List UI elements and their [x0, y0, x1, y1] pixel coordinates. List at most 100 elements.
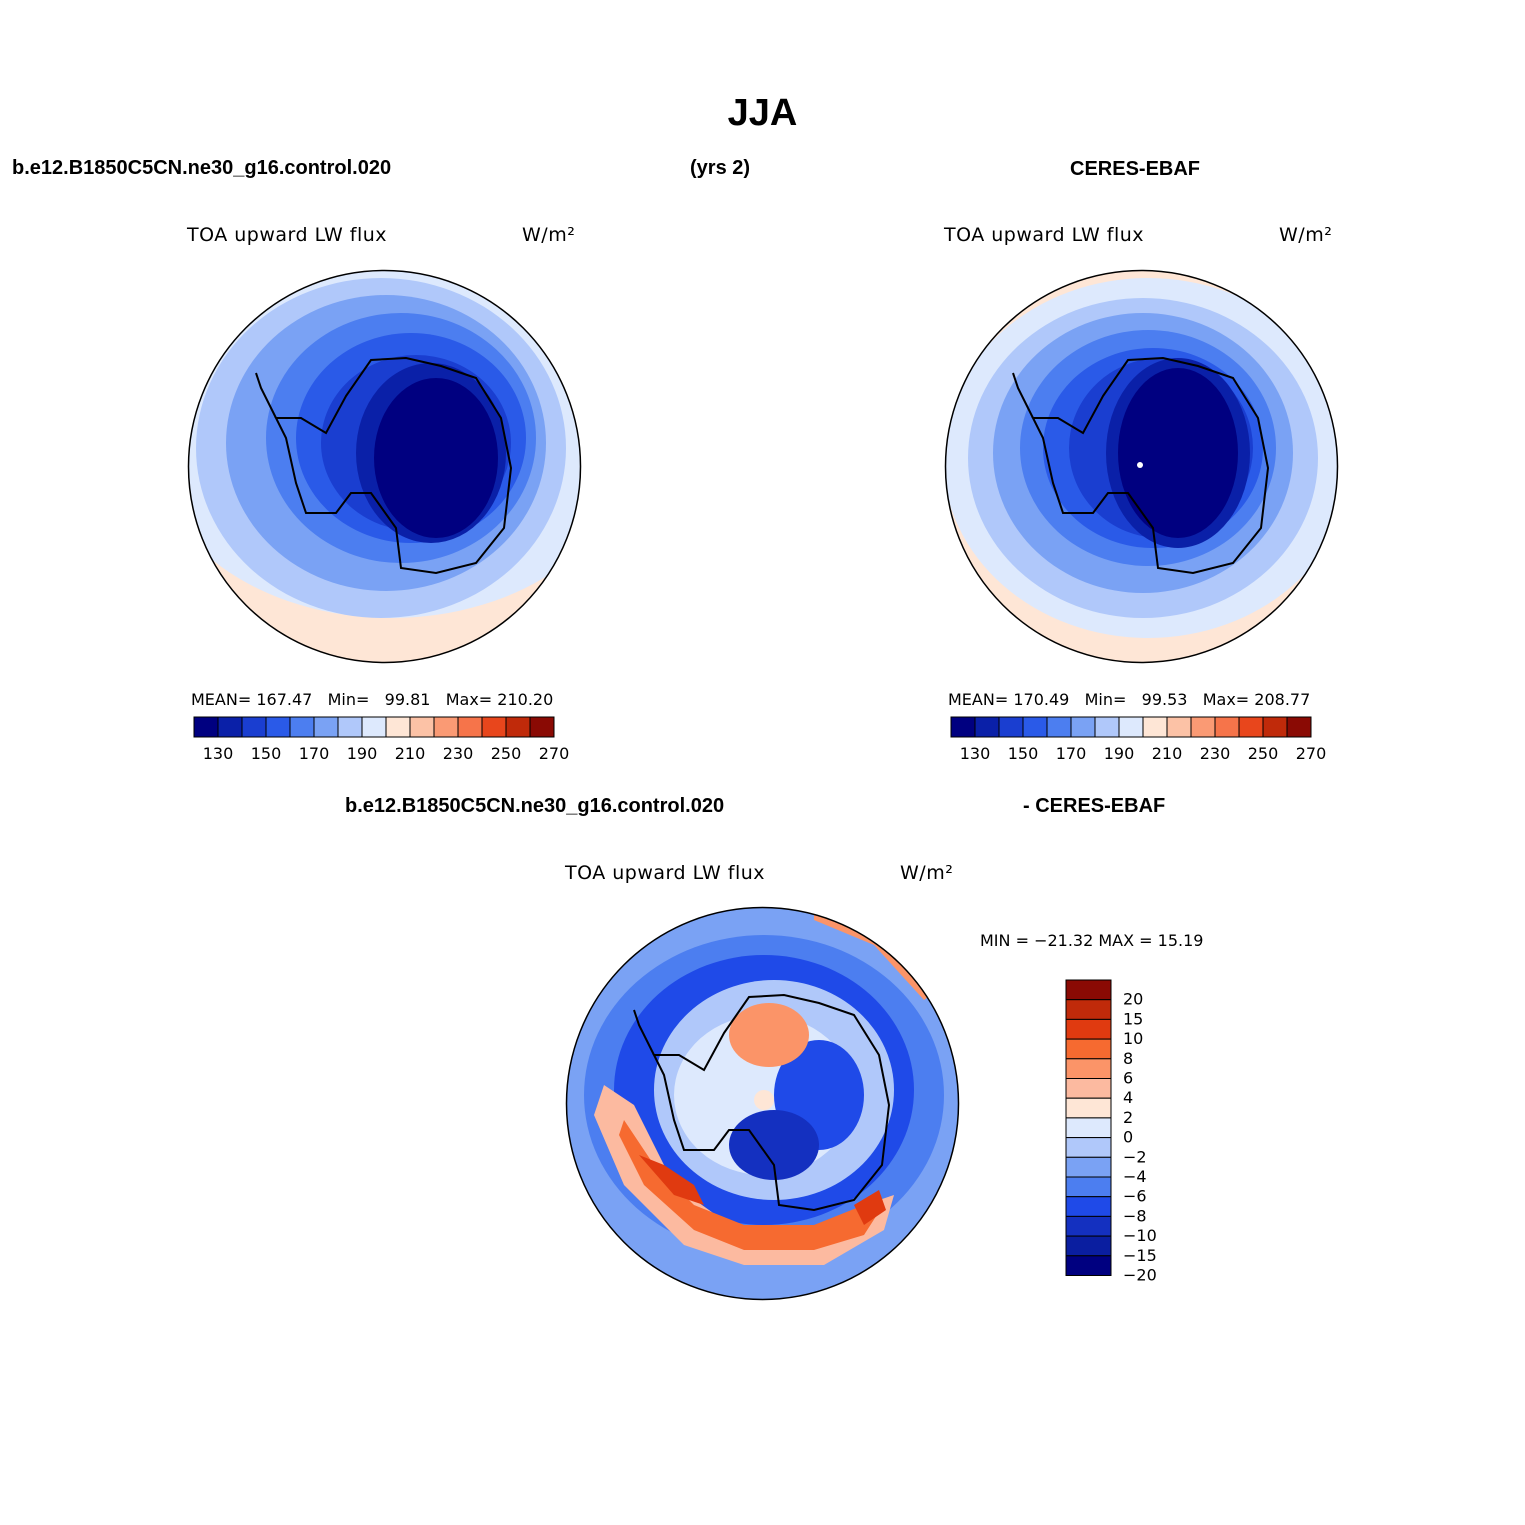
colorbar-tick-label: 15: [1123, 1009, 1143, 1028]
colorbar-swatch: [1065, 1255, 1112, 1276]
obs-field-label: TOA upward LW flux: [944, 224, 1145, 246]
colorbar-tick-label: 130: [203, 744, 234, 763]
model-field-label: TOA upward LW flux: [187, 224, 388, 246]
diff-obs-header: - CERES-EBAF: [1023, 795, 1166, 817]
page-title: JJA: [727, 92, 798, 134]
antarctica-coastline-icon: [652, 993, 891, 1212]
colorbar-tick-label: 0: [1123, 1128, 1133, 1147]
colorbar-tick-label: 210: [1152, 744, 1183, 763]
obs-max-value: 208.77: [1254, 690, 1311, 709]
colorbar-swatch: [313, 716, 339, 738]
colorbar-swatch: [529, 716, 555, 738]
diff-field-label: TOA upward LW flux: [565, 862, 766, 884]
colorbar-tick-label: 150: [251, 744, 282, 763]
colorbar-swatch: [1065, 1117, 1112, 1139]
colorbar-swatch: [1065, 1038, 1112, 1060]
colorbar-tick-label: 170: [1056, 744, 1087, 763]
model-mean-label: MEAN=: [191, 690, 252, 709]
colorbar-tick-label: 190: [347, 744, 378, 763]
colorbar-swatch: [1065, 1018, 1112, 1040]
colorbar-tick-label: −15: [1123, 1246, 1157, 1265]
antarctica-coastline-icon: [1031, 356, 1270, 575]
colorbar-swatch: [265, 716, 291, 738]
model-mean-value: 167.47: [256, 690, 313, 709]
colorbar-tick-label: 230: [443, 744, 474, 763]
colorbar-swatch: [1238, 716, 1264, 738]
colorbar-swatch: [457, 716, 483, 738]
colorbar-tick-label: 270: [1296, 744, 1327, 763]
colorbar-swatch: [241, 716, 267, 738]
years-header: (yrs 2): [690, 157, 751, 179]
colorbar-swatch: [1065, 1215, 1112, 1237]
colorbar-tick-label: 190: [1104, 744, 1135, 763]
colorbar-swatch: [1046, 716, 1072, 738]
colorbar-tick-label: 170: [299, 744, 330, 763]
colorbar-swatch: [1065, 1196, 1112, 1217]
colorbar-tick-label: −20: [1123, 1266, 1157, 1285]
colorbar-swatch: [1065, 1235, 1112, 1257]
colorbar-tick-label: 250: [491, 744, 522, 763]
colorbar-swatch: [1065, 1058, 1112, 1080]
colorbar-swatch: [217, 716, 243, 738]
colorbar-swatch: [1065, 999, 1112, 1020]
colorbar-swatch: [1022, 716, 1048, 738]
colorbar-tick-label: 230: [1200, 744, 1231, 763]
colorbar-tick-label: 6: [1123, 1069, 1133, 1088]
colorbar-tick-label: −2: [1123, 1147, 1147, 1166]
case-name-header: b.e12.B1850C5CN.ne30_g16.control.020: [12, 157, 392, 179]
model-max-label: Max=: [445, 690, 493, 709]
colorbar-swatch: [1065, 1137, 1112, 1158]
diff-minmax: MIN = −21.32 MAX = 15.19: [980, 931, 1204, 950]
obs-stats: MEAN= 170.49 Min= 99.53 Max= 208.77: [948, 690, 1310, 709]
colorbar-tick-label: −6: [1123, 1187, 1147, 1206]
model-polar-map: [187, 269, 582, 664]
obs-min-value: 99.53: [1141, 690, 1188, 709]
colorbar-swatch: [1094, 716, 1120, 738]
colorbar-swatch: [1190, 716, 1216, 738]
colorbar-swatch: [1262, 716, 1288, 738]
colorbar-tick-label: 8: [1123, 1049, 1133, 1068]
colorbar-swatch: [385, 716, 411, 738]
colorbar-tick-label: 130: [960, 744, 991, 763]
colorbar-tick-label: 210: [395, 744, 426, 763]
diff-case-header: b.e12.B1850C5CN.ne30_g16.control.020: [345, 795, 725, 817]
colorbar-swatch: [1070, 716, 1096, 738]
colorbar-swatch: [481, 716, 507, 738]
colorbar-swatch: [974, 716, 1000, 738]
diff-polar-map: [565, 906, 960, 1301]
colorbar-tick-label: 250: [1248, 744, 1279, 763]
antarctica-coastline-icon: [274, 356, 513, 575]
obs-max-label: Max=: [1202, 690, 1250, 709]
colorbar-swatch: [361, 716, 387, 738]
colorbar-tick-label: 2: [1123, 1108, 1133, 1127]
colorbar-swatch: [1065, 1097, 1112, 1119]
colorbar-swatch: [950, 716, 976, 738]
colorbar-swatch: [409, 716, 435, 738]
colorbar-swatch: [1065, 1078, 1112, 1099]
colorbar-tick-label: 4: [1123, 1088, 1133, 1107]
model-min-value: 99.81: [384, 690, 431, 709]
colorbar-swatch: [1118, 716, 1144, 738]
colorbar-tick-label: 20: [1123, 990, 1143, 1009]
colorbar-swatch: [505, 716, 531, 738]
colorbar-tick-label: −4: [1123, 1167, 1147, 1186]
colorbar-swatch: [1214, 716, 1240, 738]
model-stats: MEAN= 167.47 Min= 99.81 Max= 210.20: [191, 690, 553, 709]
obs-colorbar: 130 150 170 190 210 230 250 270: [950, 716, 1327, 763]
diff-units-label: W/m²: [900, 862, 954, 884]
colorbar-swatch: [998, 716, 1024, 738]
obs-mean-label: MEAN=: [948, 690, 1009, 709]
model-colorbar: 130 150 170 190 210 230 250 270: [193, 716, 569, 763]
colorbar-swatch: [1142, 716, 1168, 738]
obs-polar-map: [944, 269, 1339, 664]
colorbar-swatch: [1065, 1156, 1112, 1178]
colorbar-swatch: [1065, 1176, 1112, 1198]
obs-name-header: CERES-EBAF: [1070, 158, 1201, 180]
colorbar-swatch: [193, 716, 219, 738]
colorbar-swatch: [289, 716, 315, 738]
obs-mean-value: 170.49: [1013, 690, 1070, 709]
model-min-label: Min=: [327, 690, 370, 709]
obs-min-label: Min=: [1084, 690, 1127, 709]
obs-units-label: W/m²: [1279, 224, 1333, 246]
